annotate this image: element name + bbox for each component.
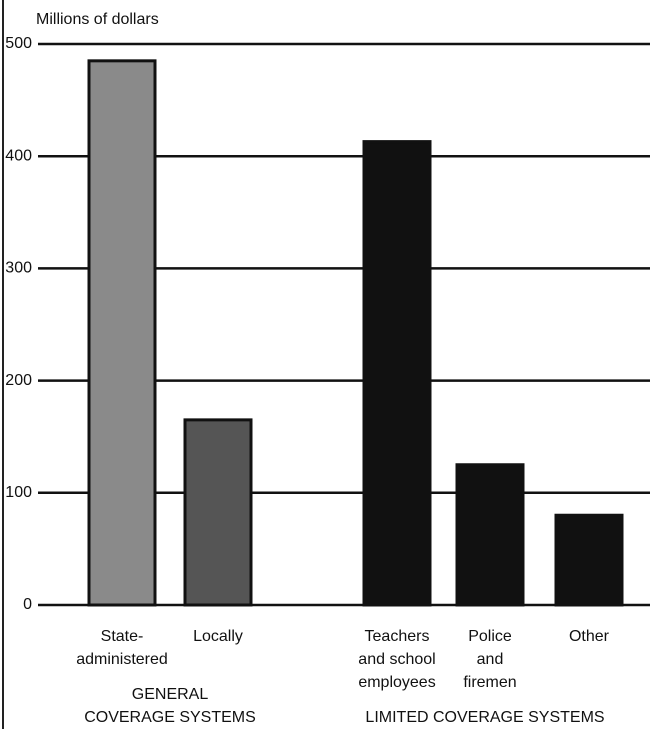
group-label: LIMITED COVERAGE SYSTEMS	[365, 709, 604, 726]
x-tick-label: employees	[358, 674, 435, 691]
bar	[87, 59, 157, 607]
y-tick-label: 200	[5, 372, 32, 389]
group-label: COVERAGE SYSTEMS	[84, 709, 256, 726]
x-tick-label: State-	[101, 628, 144, 645]
x-tick-label: administered	[76, 651, 168, 668]
x-tick-label: Teachers	[365, 628, 430, 645]
x-tick-label: Other	[569, 628, 610, 645]
y-tick-label: 500	[5, 35, 32, 52]
y-tick-label: 100	[5, 484, 32, 501]
bar	[183, 418, 253, 607]
y-tick-label: 400	[5, 147, 32, 164]
y-axis-label: Millions of dollars	[36, 11, 159, 28]
group-label: GENERAL	[132, 686, 209, 703]
bar	[554, 513, 624, 607]
x-tick-label: Police	[468, 628, 512, 645]
y-tick-label: 0	[23, 596, 32, 613]
bar	[455, 463, 525, 607]
x-tick-label: Locally	[193, 628, 243, 645]
y-tick-label: 300	[5, 260, 32, 277]
x-tick-label: and school	[358, 651, 435, 668]
x-tick-label: firemen	[463, 674, 516, 691]
bar	[362, 140, 432, 607]
x-tick-label: and	[477, 651, 504, 668]
